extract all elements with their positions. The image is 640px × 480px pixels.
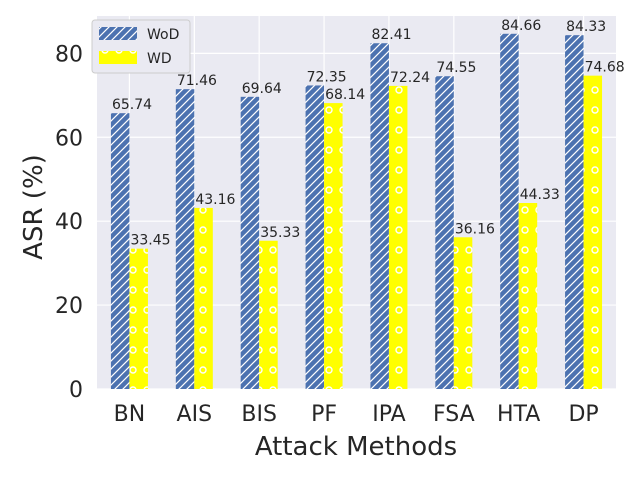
- y-tick-label: 80: [55, 42, 83, 67]
- x-tick-label: FSA: [433, 402, 475, 427]
- legend: WoD WD: [91, 19, 191, 74]
- x-tick-label: HTA: [497, 402, 540, 427]
- x-tick-label: BIS: [241, 402, 277, 427]
- ticks: 0 20 40 60 80 BN AIS BIS PF IPA FSA HTA DP: [55, 42, 599, 427]
- x-tick-label: IPA: [372, 402, 405, 427]
- bar-wod: [305, 85, 325, 389]
- data-label-wod: 84.66: [501, 18, 541, 34]
- data-label-wd: 43.16: [195, 192, 235, 208]
- data-label-wd: 33.45: [130, 233, 170, 249]
- bar-wod: [175, 89, 195, 389]
- legend-swatch-wod: [99, 27, 137, 40]
- x-tick-label: PF: [311, 402, 337, 427]
- bars: [110, 33, 603, 390]
- y-tick-label: 20: [55, 294, 83, 319]
- x-axis-label: Attack Methods: [255, 432, 457, 462]
- bar-wd: [129, 248, 148, 389]
- y-tick-label: 0: [69, 378, 83, 403]
- bar-wd: [324, 103, 343, 389]
- data-label-wod: 74.55: [436, 60, 476, 76]
- legend-label-wd: WD: [147, 51, 172, 67]
- bar-wod: [565, 35, 584, 389]
- data-label-wod: 71.46: [177, 73, 217, 89]
- data-label-wod: 84.33: [566, 19, 606, 35]
- y-axis-label: ASR (%): [19, 154, 49, 260]
- data-label-wd: 72.24: [390, 70, 430, 86]
- bar-wod: [370, 43, 389, 390]
- bar-wod: [435, 76, 454, 389]
- data-label-wod: 82.41: [371, 27, 411, 43]
- bar-wod: [500, 33, 519, 389]
- data-label-wd: 74.68: [585, 60, 625, 76]
- data-label-wd: 36.16: [455, 221, 495, 237]
- x-tick-label: BN: [114, 402, 146, 427]
- y-tick-label: 40: [55, 210, 83, 235]
- data-label-wod: 65.74: [112, 97, 152, 113]
- bar-wd: [259, 240, 278, 389]
- bar-wd: [194, 207, 213, 389]
- x-tick-label: DP: [568, 402, 598, 427]
- bar-wd: [583, 75, 603, 390]
- bar-wd: [388, 85, 408, 389]
- x-tick-label: AIS: [177, 402, 213, 427]
- data-label-wd: 44.33: [520, 187, 560, 203]
- data-label-wd: 68.14: [325, 87, 365, 103]
- bar-wod: [240, 96, 260, 389]
- legend-swatch-wd: [99, 51, 137, 64]
- bar-wod: [110, 113, 130, 389]
- bar-wd: [518, 203, 538, 389]
- data-labels: 65.74 71.46 69.64 72.35 82.41 74.55 84.66 84.33…: [112, 18, 625, 249]
- data-label-wod: 72.35: [307, 69, 347, 85]
- data-label-wod: 69.64: [242, 81, 282, 97]
- data-label-wd: 35.33: [260, 225, 300, 241]
- y-tick-label: 60: [55, 126, 83, 151]
- legend-label-wod: WoD: [147, 27, 179, 43]
- bar-wd: [453, 237, 473, 389]
